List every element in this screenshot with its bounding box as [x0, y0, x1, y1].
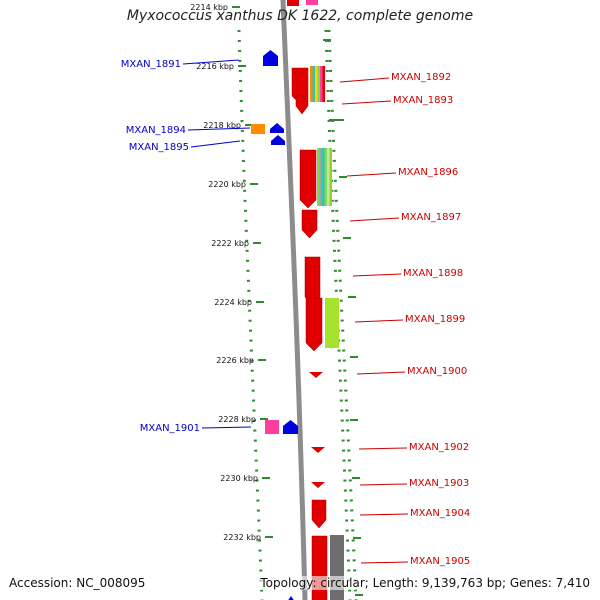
- gene-function-block-green: [325, 298, 339, 348]
- right-label-leader: [360, 561, 409, 564]
- accession-text: Accession: NC_008095: [9, 576, 146, 590]
- tick-label: 2218 kbp: [203, 121, 241, 130]
- right-gene-label: MXAN_1899: [405, 314, 465, 325]
- gene-function-stripe: [324, 148, 327, 206]
- right-gene-label: MXAN_1898: [403, 268, 463, 279]
- right-label-leader: [359, 483, 408, 486]
- right-gene-label: MXAN_1903: [409, 478, 469, 489]
- left-gene-label: MXAN_1895: [129, 142, 189, 153]
- right-label-leader: [352, 273, 402, 277]
- gene-mxan-1893: [295, 95, 309, 115]
- right-label-leader: [354, 319, 404, 323]
- gene-mxan-1894-arrow: [270, 123, 284, 133]
- topology-text: Topology: circular; Length: 9,139,763 bp…: [260, 576, 590, 590]
- right-gene-label: MXAN_1905: [410, 556, 470, 567]
- gene-mxan-1897: [301, 209, 318, 239]
- right-gene-label: MXAN_1892: [391, 72, 451, 83]
- gene-function-stripe: [319, 148, 322, 206]
- gene-function-stripe: [317, 66, 320, 102]
- tick-label: 2224 kbp: [214, 298, 252, 307]
- tick-label: 2232 kbp: [223, 533, 261, 542]
- left-gene-label: MXAN_1891: [121, 59, 181, 70]
- gene-function-block-gray: [330, 535, 344, 600]
- tick-label: 2228 kbp: [218, 415, 256, 424]
- tick-label: 2230 kbp: [220, 474, 258, 483]
- gene-mxan-1895: [271, 135, 285, 145]
- gene-top-partial-pink: [306, 0, 318, 5]
- gene-function-stripe: [322, 148, 325, 206]
- gene-top-partial: [287, 0, 299, 6]
- gene-function-stripe: [310, 66, 313, 102]
- genome-backbone: [280, 0, 308, 600]
- gene-function-stripe: [329, 148, 332, 206]
- tick-label: 2226 kbp: [216, 356, 254, 365]
- tick-label: 2220 kbp: [208, 180, 246, 189]
- gene-function-stripe: [317, 148, 320, 206]
- left-gene-label: MXAN_1894: [126, 125, 186, 136]
- gene-mxan-1902: [311, 447, 325, 453]
- right-label-leader: [341, 100, 392, 105]
- gene-function-stripe: [312, 66, 315, 102]
- gene-mxan-1899: [305, 297, 323, 352]
- gene-mxan-1901-arrow: [283, 420, 298, 434]
- right-label-leader: [346, 172, 397, 177]
- gene-function-stripe: [322, 66, 325, 102]
- right-gene-label: MXAN_1897: [401, 212, 461, 223]
- tick-label: 2216 kbp: [196, 62, 234, 71]
- right-gene-label: MXAN_1893: [393, 95, 453, 106]
- gene-mxan-1891: [263, 50, 278, 66]
- gene-bottom-partial: [288, 596, 294, 600]
- genome-title: Myxococcus xanthus DK 1622, complete gen…: [126, 8, 474, 24]
- right-gene-label: MXAN_1904: [410, 508, 470, 519]
- left-gene-label: MXAN_1901: [140, 423, 200, 434]
- gene-function-stripe: [320, 66, 323, 102]
- gene-mxan-1904: [311, 499, 327, 529]
- left-label-leader: [201, 426, 252, 429]
- left-label-leader: [182, 59, 240, 65]
- left-label-leader: [190, 140, 241, 148]
- gene-function-stripe: [315, 66, 318, 102]
- tick-label: 2214 kbp: [190, 3, 228, 12]
- right-label-leader: [339, 77, 390, 83]
- gene-mxan-1903: [311, 482, 325, 488]
- left-label-leader: [187, 127, 251, 131]
- right-gene-label: MXAN_1902: [409, 442, 469, 453]
- gene-mxan-1905: [311, 535, 328, 600]
- left-outer-dotted-track: [237, 29, 264, 600]
- tick-label: 2222 kbp: [211, 239, 249, 248]
- right-gene-label: MXAN_1896: [398, 167, 458, 178]
- gene-mxan-1896: [299, 149, 317, 209]
- right-gene-label: MXAN_1900: [407, 366, 467, 377]
- gene-mxan-1901: [265, 420, 279, 434]
- right-label-leader: [356, 371, 406, 375]
- gene-function-stripe: [327, 148, 330, 206]
- right-label-leader: [358, 447, 408, 450]
- right-label-leader: [349, 217, 400, 222]
- gene-mxan-1894: [251, 124, 265, 134]
- right-label-leader: [359, 513, 409, 516]
- gene-mxan-1900: [309, 372, 323, 378]
